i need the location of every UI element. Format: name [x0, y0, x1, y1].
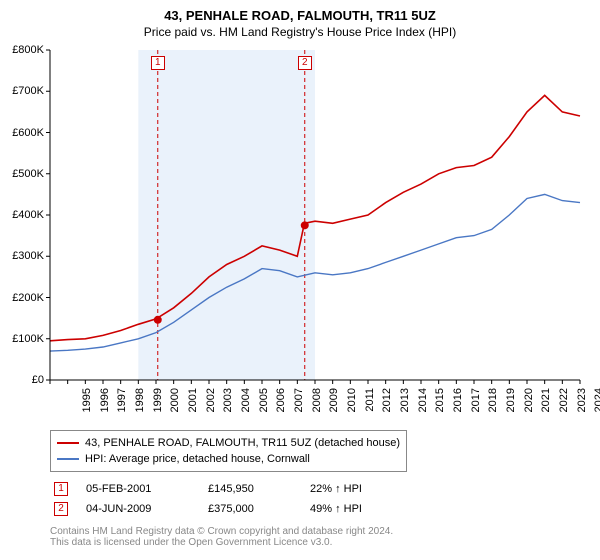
table-row: 1 05-FEB-2001£145,95022% ↑ HPI	[52, 480, 372, 498]
x-tick-label: 2007	[293, 388, 305, 422]
y-tick-label: £200K	[0, 292, 44, 304]
x-tick-label: 2002	[205, 388, 217, 422]
event-marker: 2	[298, 56, 312, 70]
y-tick-label: £500K	[0, 168, 44, 180]
x-tick-label: 2022	[558, 388, 570, 422]
legend-item: 43, PENHALE ROAD, FALMOUTH, TR11 5UZ (de…	[57, 435, 400, 451]
y-tick-label: £800K	[0, 44, 44, 56]
x-tick-label: 2020	[523, 388, 535, 422]
x-tick-label: 2004	[240, 388, 252, 422]
x-tick-label: 2016	[452, 388, 464, 422]
footer-line-2: This data is licensed under the Open Gov…	[50, 537, 393, 548]
x-tick-label: 2011	[364, 388, 376, 422]
event-delta: 22% ↑ HPI	[308, 480, 372, 498]
x-tick-label: 2015	[434, 388, 446, 422]
x-tick-label: 2000	[169, 388, 181, 422]
x-tick-label: 2009	[328, 388, 340, 422]
event-marker: 1	[151, 56, 165, 70]
x-tick-label: 1995	[81, 388, 93, 422]
event-date: 05-FEB-2001	[84, 480, 204, 498]
x-tick-label: 1996	[99, 388, 111, 422]
event-date: 04-JUN-2009	[84, 500, 204, 518]
table-row: 2 04-JUN-2009£375,00049% ↑ HPI	[52, 500, 372, 518]
x-tick-label: 2024	[593, 388, 600, 422]
y-tick-label: £400K	[0, 209, 44, 221]
legend: 43, PENHALE ROAD, FALMOUTH, TR11 5UZ (de…	[50, 430, 407, 472]
legend-label: HPI: Average price, detached house, Corn…	[85, 453, 310, 465]
event-price: £375,000	[206, 500, 306, 518]
x-tick-label: 1997	[116, 388, 128, 422]
x-tick-label: 2010	[346, 388, 358, 422]
y-tick-label: £700K	[0, 85, 44, 97]
x-tick-label: 2006	[275, 388, 287, 422]
x-tick-label: 2019	[505, 388, 517, 422]
x-tick-label: 2014	[417, 388, 429, 422]
sale-events-table: 1 05-FEB-2001£145,95022% ↑ HPI 2 04-JUN-200…	[50, 478, 374, 520]
x-tick-label: 2018	[487, 388, 499, 422]
x-tick-label: 2021	[540, 388, 552, 422]
x-tick-label: 2017	[470, 388, 482, 422]
x-tick-label: 2023	[576, 388, 588, 422]
x-tick-label: 2008	[311, 388, 323, 422]
y-tick-label: £0	[0, 374, 44, 386]
x-tick-label: 1999	[152, 388, 164, 422]
x-tick-label: 1998	[134, 388, 146, 422]
footer-attribution: Contains HM Land Registry data © Crown c…	[50, 526, 393, 548]
x-tick-label: 2012	[381, 388, 393, 422]
event-price: £145,950	[206, 480, 306, 498]
event-delta: 49% ↑ HPI	[308, 500, 372, 518]
x-tick-label: 2001	[187, 388, 199, 422]
x-tick-label: 2013	[399, 388, 411, 422]
y-tick-label: £100K	[0, 333, 44, 345]
y-tick-label: £600K	[0, 127, 44, 139]
legend-item: HPI: Average price, detached house, Corn…	[57, 451, 400, 467]
legend-label: 43, PENHALE ROAD, FALMOUTH, TR11 5UZ (de…	[85, 437, 400, 449]
y-tick-label: £300K	[0, 250, 44, 262]
legend-swatch	[57, 442, 79, 444]
x-tick-label: 2003	[222, 388, 234, 422]
footer-line-1: Contains HM Land Registry data © Crown c…	[50, 526, 393, 537]
event-index-badge: 2	[54, 502, 68, 516]
x-tick-label: 2005	[258, 388, 270, 422]
event-index-badge: 1	[54, 482, 68, 496]
legend-swatch	[57, 458, 79, 460]
